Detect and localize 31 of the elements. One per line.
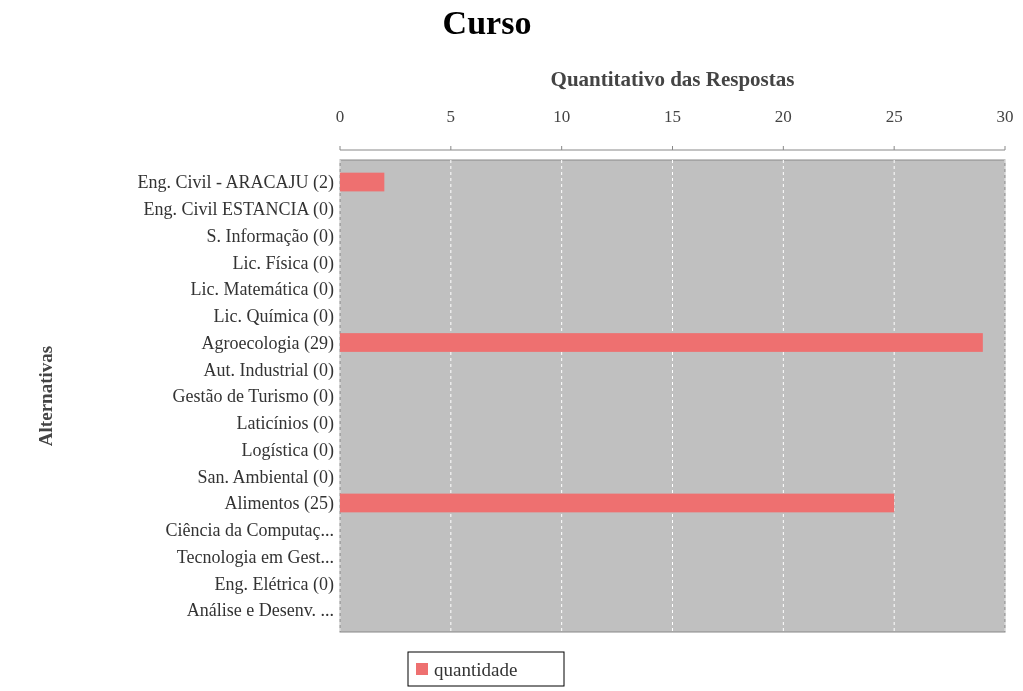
bar (340, 172, 385, 192)
y-tick-label: Laticínios (0) (236, 413, 334, 435)
x-tick-label: 0 (335, 107, 345, 126)
legend-label: quantidade (434, 658, 518, 680)
x-tick-label: 5 (446, 107, 456, 126)
bar (340, 333, 983, 352)
y-tick-label: Lic. Química (0) (213, 306, 334, 328)
y-tick-label: San. Ambiental (0) (197, 466, 334, 488)
x-tick-label: 30 (996, 107, 1014, 126)
x-tick-label: 25 (885, 107, 903, 126)
y-tick-label: S. Informação (0) (206, 225, 334, 247)
x-tick-label: 20 (774, 107, 792, 126)
y-tick-label: Análise e Desenv. ... (186, 600, 334, 621)
x-tick-label: 10 (553, 107, 571, 126)
y-tick-label: Tecnologia em Gest... (176, 546, 334, 567)
y-tick-label: Gestão de Turismo (0) (172, 386, 334, 408)
y-tick-label: Alimentos (25) (224, 493, 334, 515)
y-tick-label: Eng. Civil ESTANCIA (0) (143, 199, 334, 221)
x-tick-label: 15 (664, 107, 681, 126)
y-tick-label: Aut. Industrial (0) (203, 359, 334, 381)
y-tick-label: Ciência da Computaç... (165, 520, 334, 541)
bar (340, 493, 895, 513)
y-axis-title: Alternativas (35, 345, 56, 447)
x-axis-title: Quantitativo das Respostas (550, 67, 795, 91)
y-tick-label: Lic. Física (0) (232, 252, 334, 274)
y-tick-label: Logística (0) (241, 439, 334, 461)
y-tick-label: Lic. Matemática (0) (190, 279, 334, 301)
y-tick-label: Eng. Civil - ARACAJU (2) (137, 172, 334, 194)
y-tick-label: Agroecologia (29) (201, 332, 334, 354)
chart-title: Curso (442, 4, 532, 41)
y-tick-label: Eng. Elétrica (0) (214, 573, 334, 595)
